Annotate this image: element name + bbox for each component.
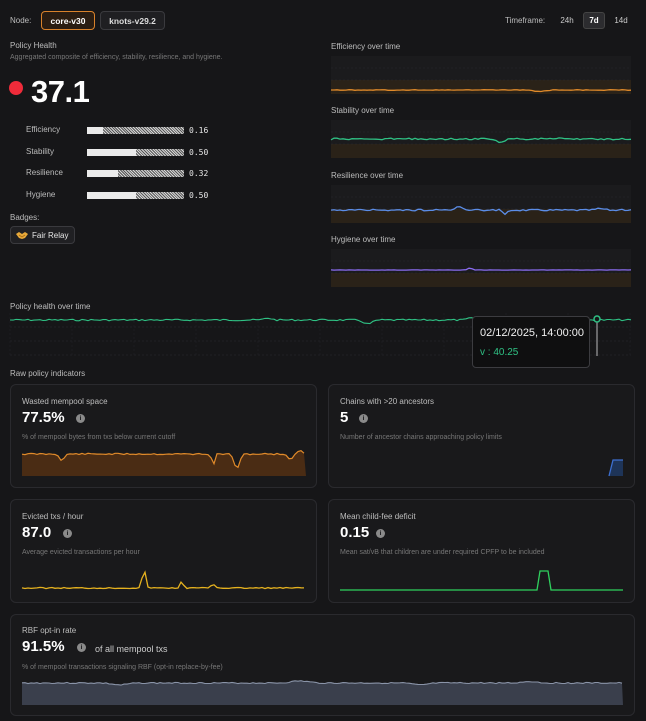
component-bar-track <box>87 127 184 134</box>
hygiene-chart-title: Hygiene over time <box>331 235 396 244</box>
chains-title: Chains with >20 ancestors <box>340 397 435 406</box>
rbf-suffix: of all mempool txs <box>95 644 168 654</box>
evicted-line <box>21 570 305 590</box>
hover-point <box>593 315 601 323</box>
chains-value: 5 <box>340 409 349 426</box>
policy-health-score: 37.1 <box>31 74 90 109</box>
component-bar-track <box>87 170 184 178</box>
tooltip-value: v : 40.25 <box>480 347 519 358</box>
node-label: Node: <box>10 16 32 25</box>
policy-health-title: Policy Health <box>10 41 57 50</box>
health-over-time-title: Policy health over time <box>10 302 91 311</box>
rbf-area <box>22 680 623 705</box>
chart-tooltip: 02/12/2025, 14:00:00 v : 40.25 <box>472 316 590 368</box>
hygiene-chart-band <box>331 273 631 287</box>
hygiene-series-line <box>330 267 632 271</box>
childfee-value: 0.15 <box>340 524 370 541</box>
card-chains-ancestors <box>328 384 635 488</box>
node-button-core-v30[interactable]: core-v30 <box>41 11 95 30</box>
component-value: 0.50 <box>189 191 209 201</box>
chains-line <box>608 459 623 477</box>
card-child-fee-deficit <box>328 499 635 603</box>
timeframe-14d[interactable]: 14d <box>614 16 628 25</box>
resilience-series-line <box>330 206 632 216</box>
component-label: Stability <box>26 146 55 156</box>
component-bar-fill <box>87 127 103 134</box>
raw-indicators-title: Raw policy indicators <box>10 369 86 378</box>
childfee-info-icon[interactable]: i <box>376 529 385 538</box>
component-label: Resilience <box>26 168 63 178</box>
component-bar-track <box>87 148 184 156</box>
component-value: 0.32 <box>189 169 209 179</box>
chains-info-icon[interactable]: i <box>359 414 368 423</box>
badges-label: Badges: <box>10 213 40 222</box>
chains-desc: Number of ancestor chains approaching po… <box>340 434 502 441</box>
evicted-desc: Average evicted transactions per hour <box>22 549 140 556</box>
rbf-desc: % of mempool transactions signaling RBF … <box>22 664 223 671</box>
childfee-desc: Mean sat/vB that children are under requ… <box>340 549 545 556</box>
wasted-value: 77.5% <box>22 409 65 426</box>
mini-charts-canvas <box>330 56 632 287</box>
resilience-chart-title: Resilience over time <box>331 171 404 180</box>
wasted-title: Wasted mempool space <box>22 397 108 406</box>
component-value: 0.16 <box>189 126 209 135</box>
node-button-knots-v29-2[interactable]: knots-v29.2 <box>100 11 165 30</box>
rbf-line <box>21 680 623 686</box>
policy-health-subtitle: Aggregated composite of efficiency, stab… <box>10 54 223 61</box>
badge-label: Fair Relay <box>32 230 69 240</box>
component-label: Efficiency <box>26 125 61 134</box>
card-evicted-txs <box>10 499 317 603</box>
component-bar-fill <box>87 170 119 178</box>
badge-fair-relay[interactable]: Fair Relay <box>10 226 75 244</box>
wasted-info-icon[interactable]: i <box>76 414 85 423</box>
stability-chart-band <box>331 144 631 158</box>
efficiency-chart-title: Efficiency over time <box>331 42 401 51</box>
wasted-area <box>22 450 306 476</box>
status-dot <box>9 81 23 95</box>
childfee-title: Mean child-fee deficit <box>340 512 416 521</box>
evicted-info-icon[interactable]: i <box>63 529 72 538</box>
stability-chart-title: Stability over time <box>331 106 395 115</box>
component-bar-track <box>87 192 184 200</box>
timeframe-label: Timeframe: <box>505 16 546 25</box>
rbf-info-icon[interactable]: i <box>77 643 86 652</box>
resilience-chart-band <box>331 209 631 223</box>
tooltip-date: 02/12/2025, 14:00:00 <box>480 327 584 339</box>
component-label: Hygiene <box>26 190 56 200</box>
stability-series-line <box>330 137 632 144</box>
childfee-line <box>340 570 623 591</box>
component-value: 0.50 <box>189 147 209 157</box>
efficiency-series-line <box>331 89 632 93</box>
timeframe-24h[interactable]: 24h <box>560 16 574 25</box>
wasted-desc: % of mempool bytes from txs below curren… <box>22 434 176 441</box>
handshake-icon <box>16 231 28 239</box>
evicted-value: 87.0 <box>22 524 52 541</box>
evicted-title: Evicted txs / hour <box>22 512 84 521</box>
rbf-value: 91.5% <box>22 638 65 655</box>
wasted-line <box>21 450 305 469</box>
rbf-title: RBF opt-in rate <box>22 626 77 635</box>
timeframe-7d[interactable]: 7d <box>583 12 605 29</box>
component-bar-fill <box>87 192 136 200</box>
component-bar-fill <box>87 148 136 156</box>
